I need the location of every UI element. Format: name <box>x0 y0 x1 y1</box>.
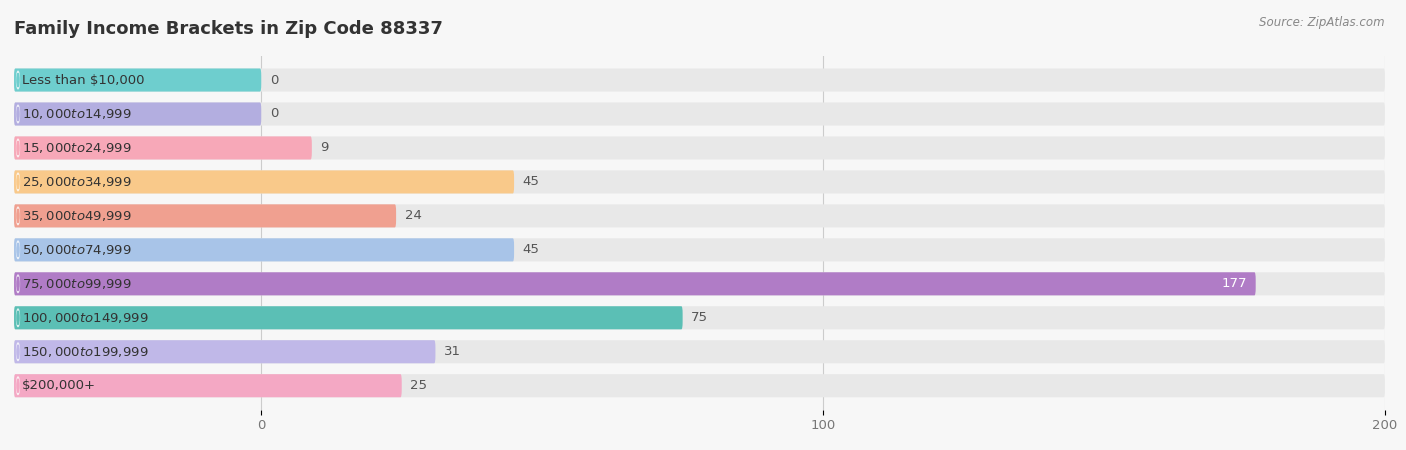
FancyBboxPatch shape <box>14 272 1256 295</box>
Circle shape <box>17 377 20 395</box>
FancyBboxPatch shape <box>14 238 515 261</box>
Text: 25: 25 <box>411 379 427 392</box>
FancyBboxPatch shape <box>14 374 1385 397</box>
FancyBboxPatch shape <box>14 340 1385 363</box>
Circle shape <box>17 311 20 324</box>
FancyBboxPatch shape <box>14 103 262 126</box>
Text: $150,000 to $199,999: $150,000 to $199,999 <box>22 345 149 359</box>
FancyBboxPatch shape <box>14 103 1385 126</box>
Text: 45: 45 <box>523 176 540 189</box>
Text: 0: 0 <box>270 73 278 86</box>
Circle shape <box>17 139 20 157</box>
Circle shape <box>17 243 20 256</box>
FancyBboxPatch shape <box>14 136 1385 159</box>
FancyBboxPatch shape <box>14 306 1385 329</box>
Text: 24: 24 <box>405 209 422 222</box>
Circle shape <box>17 141 20 154</box>
Circle shape <box>17 275 20 292</box>
Circle shape <box>17 209 20 222</box>
Text: 9: 9 <box>321 141 329 154</box>
Text: 31: 31 <box>444 345 461 358</box>
FancyBboxPatch shape <box>14 238 1385 261</box>
Circle shape <box>17 108 20 121</box>
FancyBboxPatch shape <box>14 171 515 194</box>
Circle shape <box>17 71 20 89</box>
Text: Less than $10,000: Less than $10,000 <box>22 73 145 86</box>
Text: $35,000 to $49,999: $35,000 to $49,999 <box>22 209 132 223</box>
FancyBboxPatch shape <box>14 340 436 363</box>
FancyBboxPatch shape <box>14 306 683 329</box>
Text: $50,000 to $74,999: $50,000 to $74,999 <box>22 243 132 257</box>
Circle shape <box>17 176 20 189</box>
Text: $100,000 to $149,999: $100,000 to $149,999 <box>22 311 149 325</box>
Text: $15,000 to $24,999: $15,000 to $24,999 <box>22 141 132 155</box>
Text: $75,000 to $99,999: $75,000 to $99,999 <box>22 277 132 291</box>
Circle shape <box>17 241 20 259</box>
FancyBboxPatch shape <box>14 204 396 227</box>
FancyBboxPatch shape <box>14 68 262 91</box>
Text: 45: 45 <box>523 243 540 256</box>
Circle shape <box>17 73 20 86</box>
FancyBboxPatch shape <box>14 171 1385 194</box>
FancyBboxPatch shape <box>14 136 312 159</box>
FancyBboxPatch shape <box>14 374 402 397</box>
Circle shape <box>17 277 20 290</box>
Text: 0: 0 <box>270 108 278 121</box>
Circle shape <box>17 105 20 123</box>
FancyBboxPatch shape <box>14 204 1385 227</box>
Text: $200,000+: $200,000+ <box>22 379 96 392</box>
FancyBboxPatch shape <box>14 68 1385 91</box>
Circle shape <box>17 345 20 358</box>
Text: $25,000 to $34,999: $25,000 to $34,999 <box>22 175 132 189</box>
Circle shape <box>17 173 20 191</box>
Circle shape <box>17 207 20 225</box>
Text: $10,000 to $14,999: $10,000 to $14,999 <box>22 107 132 121</box>
FancyBboxPatch shape <box>14 272 1385 295</box>
Text: Source: ZipAtlas.com: Source: ZipAtlas.com <box>1260 16 1385 29</box>
Circle shape <box>17 379 20 392</box>
Text: 177: 177 <box>1222 277 1247 290</box>
Text: 75: 75 <box>692 311 709 324</box>
Circle shape <box>17 343 20 360</box>
Text: Family Income Brackets in Zip Code 88337: Family Income Brackets in Zip Code 88337 <box>14 19 443 37</box>
Circle shape <box>17 309 20 327</box>
